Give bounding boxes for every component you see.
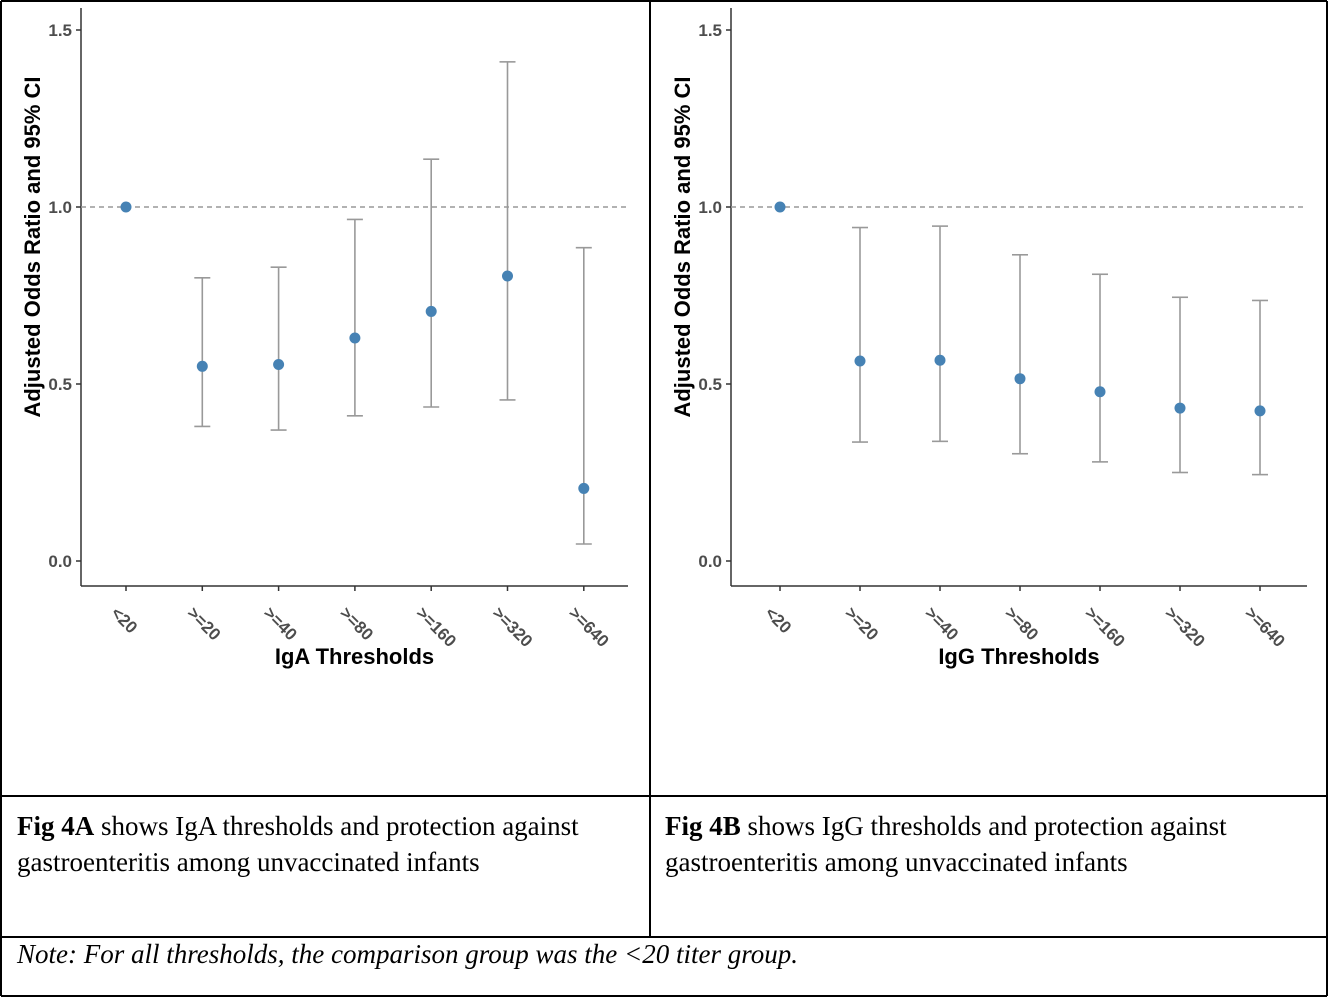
data-point bbox=[578, 482, 590, 494]
data-point bbox=[425, 305, 437, 317]
caption-fig-4b-label: Fig 4B bbox=[665, 811, 741, 841]
x-tick-label: >=20 bbox=[183, 603, 224, 644]
chart-a: 0.00.51.01.5<20 >=20 >=40 >=80 >=160 >=320 >=6… bbox=[20, 8, 628, 669]
data-point bbox=[349, 332, 361, 344]
y-axis-title: Adjusted Odds Ratio and 95% CI bbox=[20, 76, 45, 417]
y-tick-label: 1.5 bbox=[48, 21, 72, 40]
y-tick-label: 1.0 bbox=[698, 198, 722, 217]
data-point bbox=[774, 201, 786, 213]
y-tick-label: 1.5 bbox=[698, 21, 722, 40]
data-point bbox=[120, 201, 132, 213]
caption-fig-4b-text: shows IgG thresholds and protection agai… bbox=[665, 811, 1227, 877]
data-point bbox=[1014, 373, 1026, 385]
y-axis-title: Adjusted Odds Ratio and 95% CI bbox=[670, 76, 695, 417]
data-point bbox=[1254, 405, 1266, 417]
data-point bbox=[1094, 386, 1106, 398]
x-tick-label: >=20 bbox=[841, 603, 882, 644]
data-point bbox=[273, 359, 285, 371]
x-tick-label: >=40 bbox=[921, 603, 962, 644]
y-tick-label: 1.0 bbox=[48, 198, 72, 217]
caption-fig-4a-text: shows IgA thresholds and protection agai… bbox=[17, 811, 579, 877]
x-tick-label: <20 bbox=[761, 603, 795, 637]
y-tick-label: 0.0 bbox=[48, 552, 72, 571]
data-point bbox=[502, 270, 513, 282]
x-tick-label: >=640 bbox=[565, 603, 613, 651]
data-point bbox=[934, 354, 946, 366]
x-tick-label: >=80 bbox=[1001, 603, 1042, 644]
y-tick-label: 0.0 bbox=[698, 552, 722, 571]
caption-fig-4a-label: Fig 4A bbox=[17, 811, 95, 841]
x-tick-label: >=640 bbox=[1241, 603, 1289, 651]
data-point bbox=[854, 355, 866, 367]
note-text: Note: For all thresholds, the comparison… bbox=[17, 939, 798, 969]
data-point bbox=[196, 360, 208, 372]
x-axis-title: IgG Thresholds bbox=[938, 644, 1099, 669]
chart-b: 0.00.51.01.5<20 >=20 >=40 >=80 >=160 >=320 >=6… bbox=[670, 8, 1307, 669]
caption-fig-4b: Fig 4B shows IgG thresholds and protecti… bbox=[665, 808, 1320, 880]
caption-fig-4a: Fig 4A shows IgA thresholds and protecti… bbox=[17, 808, 637, 880]
chart-panel-a: 0.0 0.5 1.0 1.5 <20 >=20 >=40 >=80 >=160 >=320 >=6… bbox=[0, 0, 650, 796]
x-tick-label: >=320 bbox=[489, 603, 537, 651]
x-tick-label: >=320 bbox=[1161, 603, 1209, 651]
x-tick-label: >=40 bbox=[260, 603, 301, 644]
x-axis-title: IgA Thresholds bbox=[275, 644, 434, 669]
y-tick-label: 0.5 bbox=[48, 375, 72, 394]
y-tick-label: 0.5 bbox=[698, 375, 722, 394]
data-point bbox=[1174, 402, 1186, 414]
chart-panel-b: 0.0 0.5 1.0 1.5 <20 >=20 >=40 >=80 >=160 >=320 >=6… bbox=[650, 0, 1328, 796]
x-tick-label: <20 bbox=[107, 603, 141, 637]
x-tick-label: >=80 bbox=[336, 603, 377, 644]
